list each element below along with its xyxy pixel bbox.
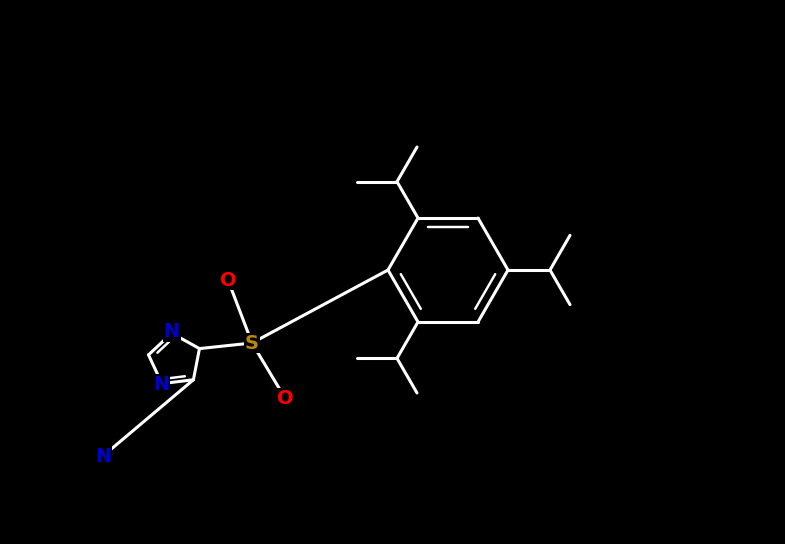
Text: O: O [220, 270, 236, 289]
Text: N: N [163, 322, 180, 341]
Text: S: S [245, 333, 259, 353]
Text: N: N [153, 375, 169, 394]
Text: N: N [95, 447, 111, 466]
Text: O: O [276, 388, 294, 407]
